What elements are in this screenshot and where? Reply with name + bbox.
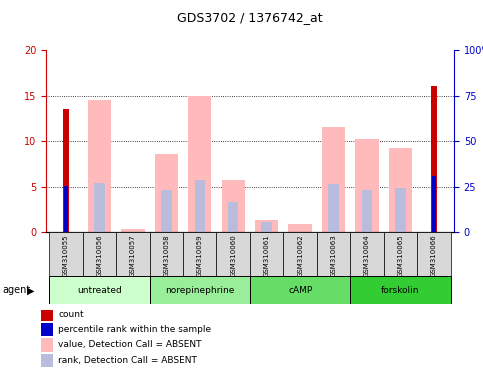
Bar [222,180,245,232]
Bar [63,109,69,232]
Text: GSM310066: GSM310066 [431,235,437,277]
Bar [328,184,339,232]
Text: ▶: ▶ [27,285,34,295]
Bar [41,354,53,367]
Bar [284,232,317,276]
Text: GSM310055: GSM310055 [63,235,69,277]
Bar [41,308,53,321]
Text: GSM310061: GSM310061 [264,235,270,277]
Bar [83,232,116,276]
Bar [88,100,111,232]
Bar [261,222,272,232]
Bar [121,229,144,232]
Text: rank, Detection Call = ABSENT: rank, Detection Call = ABSENT [58,356,197,365]
Bar [384,232,417,276]
Bar [322,127,345,232]
Bar [64,186,68,232]
Bar [395,188,406,232]
Bar [150,232,183,276]
Bar [161,190,171,232]
Text: GSM310062: GSM310062 [297,235,303,277]
Text: GSM310057: GSM310057 [130,235,136,277]
Bar [94,183,105,232]
Text: value, Detection Call = ABSENT: value, Detection Call = ABSENT [58,340,202,349]
Bar [255,220,278,232]
Bar [389,147,412,232]
Text: cAMP: cAMP [288,286,312,295]
Bar [350,276,451,304]
Bar [288,224,312,232]
Text: percentile rank within the sample: percentile rank within the sample [58,325,212,334]
Text: GSM310058: GSM310058 [163,235,170,277]
Bar [432,176,436,232]
Bar [188,96,212,232]
Text: GSM310064: GSM310064 [364,235,370,277]
Bar [195,180,205,232]
Text: forskolin: forskolin [381,286,420,295]
Bar [41,338,53,352]
Bar [317,232,350,276]
Bar [250,232,284,276]
Text: GSM310060: GSM310060 [230,235,236,277]
Bar [431,86,437,232]
Text: GSM310059: GSM310059 [197,235,203,277]
Text: count: count [58,310,84,319]
Bar [350,232,384,276]
Bar [41,323,53,336]
Text: agent: agent [2,285,30,295]
Bar [49,276,150,304]
Text: GSM310063: GSM310063 [330,235,337,277]
Bar [417,232,451,276]
Bar [216,232,250,276]
Text: GDS3702 / 1376742_at: GDS3702 / 1376742_at [177,11,323,24]
Bar [250,276,350,304]
Bar [362,190,372,232]
Bar [355,139,379,232]
Bar [116,232,150,276]
Text: norepinephrine: norepinephrine [165,286,234,295]
Bar [228,202,239,232]
Text: GSM310065: GSM310065 [398,235,403,277]
Bar [49,232,83,276]
Text: untreated: untreated [77,286,122,295]
Bar [183,232,216,276]
Bar [155,154,178,232]
Text: GSM310056: GSM310056 [97,235,102,277]
Bar [150,276,250,304]
